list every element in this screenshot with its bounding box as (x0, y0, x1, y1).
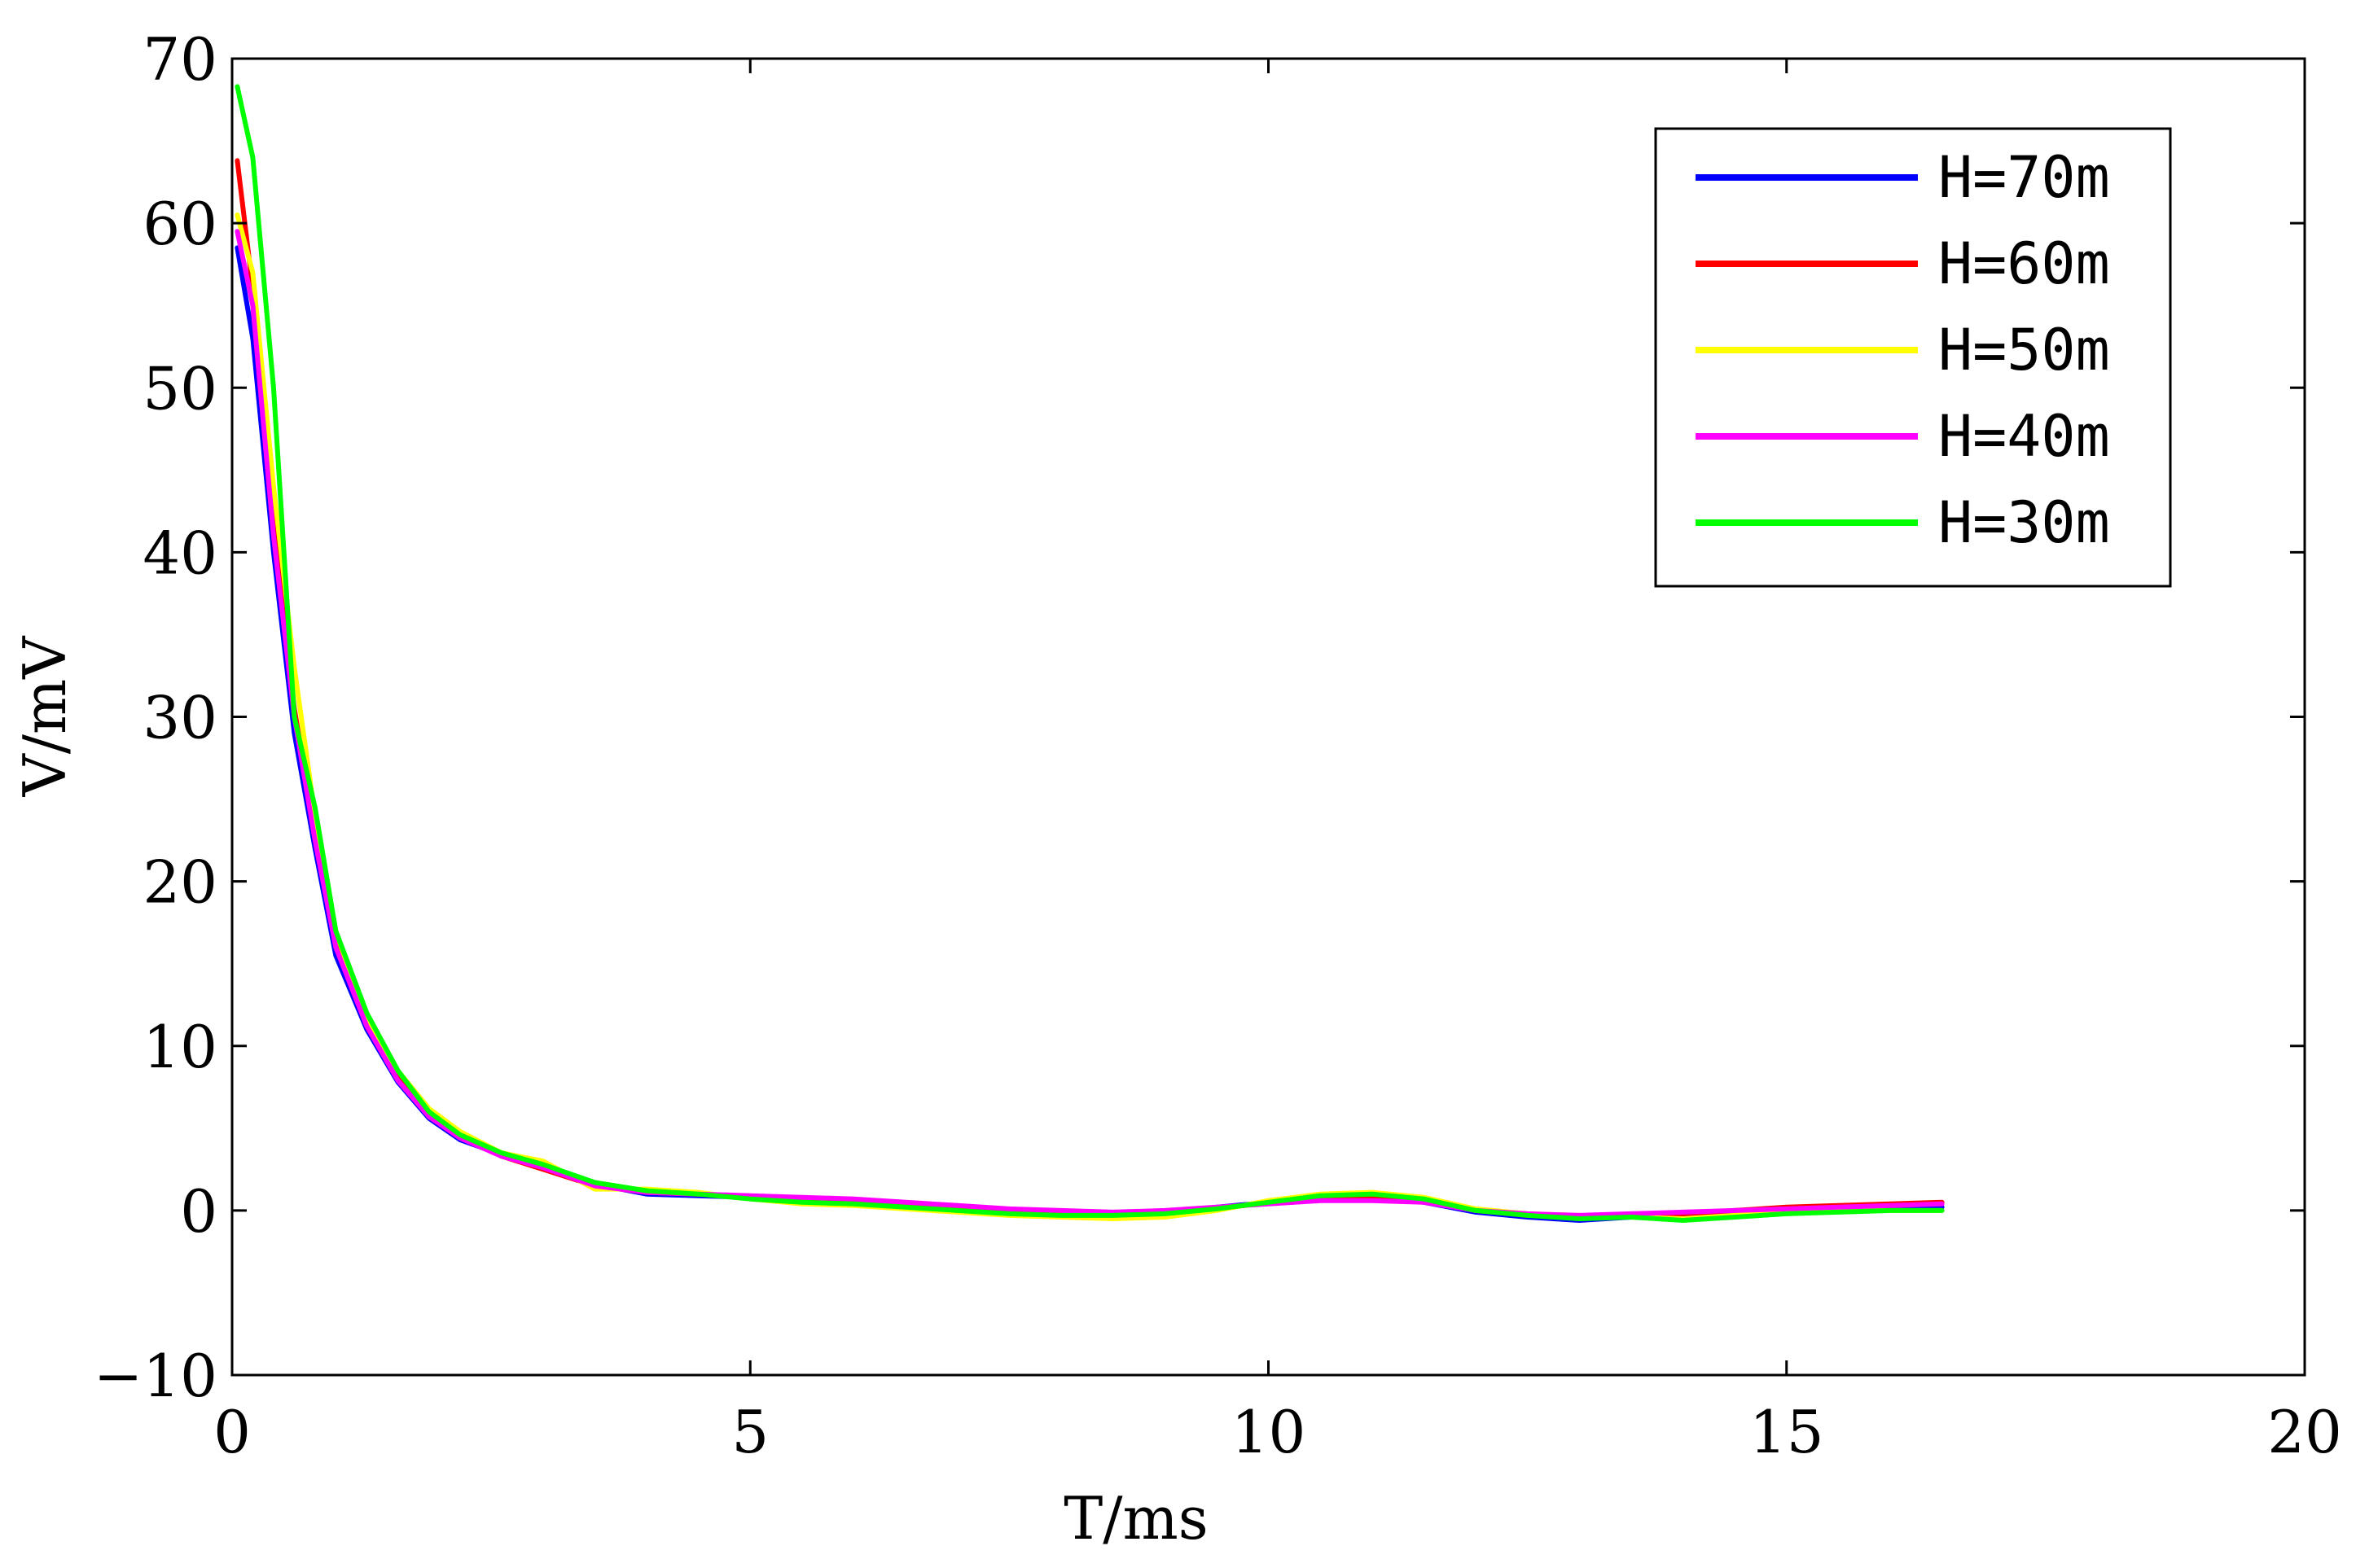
legend-label: H=70m (1938, 144, 2110, 211)
y-tick-label: 10 (143, 1013, 217, 1081)
y-tick-label: 50 (143, 354, 217, 423)
series-line-h-30m (235, 84, 1945, 1223)
y-tick-label: 0 (180, 1177, 217, 1246)
x-tick-label: 5 (731, 1398, 769, 1466)
legend-label: H=50m (1938, 317, 2110, 383)
x-tick-label: 20 (2267, 1398, 2342, 1466)
legend-label: H=30m (1938, 489, 2110, 556)
series-line-h-40m (235, 229, 1945, 1218)
y-axis-label: V/mV (11, 635, 79, 798)
y-tick-label: 40 (143, 519, 217, 587)
legend-box (1654, 127, 2172, 588)
x-tick-label: 15 (1749, 1398, 1824, 1466)
x-tick-label: 0 (213, 1398, 251, 1466)
x-axis-label: T/ms (1064, 1484, 1209, 1553)
y-tick-label: 70 (143, 25, 217, 94)
x-tick-label: 10 (1231, 1398, 1306, 1466)
legend-label: H=40m (1938, 403, 2110, 470)
y-tick-label: 20 (143, 848, 217, 917)
y-tick-label: −10 (94, 1342, 217, 1410)
y-tick-label: 30 (143, 684, 217, 752)
legend: H=70m H=60m H=50m H=40m H=30m (1654, 127, 2172, 588)
series-layer (235, 84, 1945, 1223)
legend-label: H=60m (1938, 230, 2110, 297)
y-tick-label: 60 (143, 190, 217, 258)
